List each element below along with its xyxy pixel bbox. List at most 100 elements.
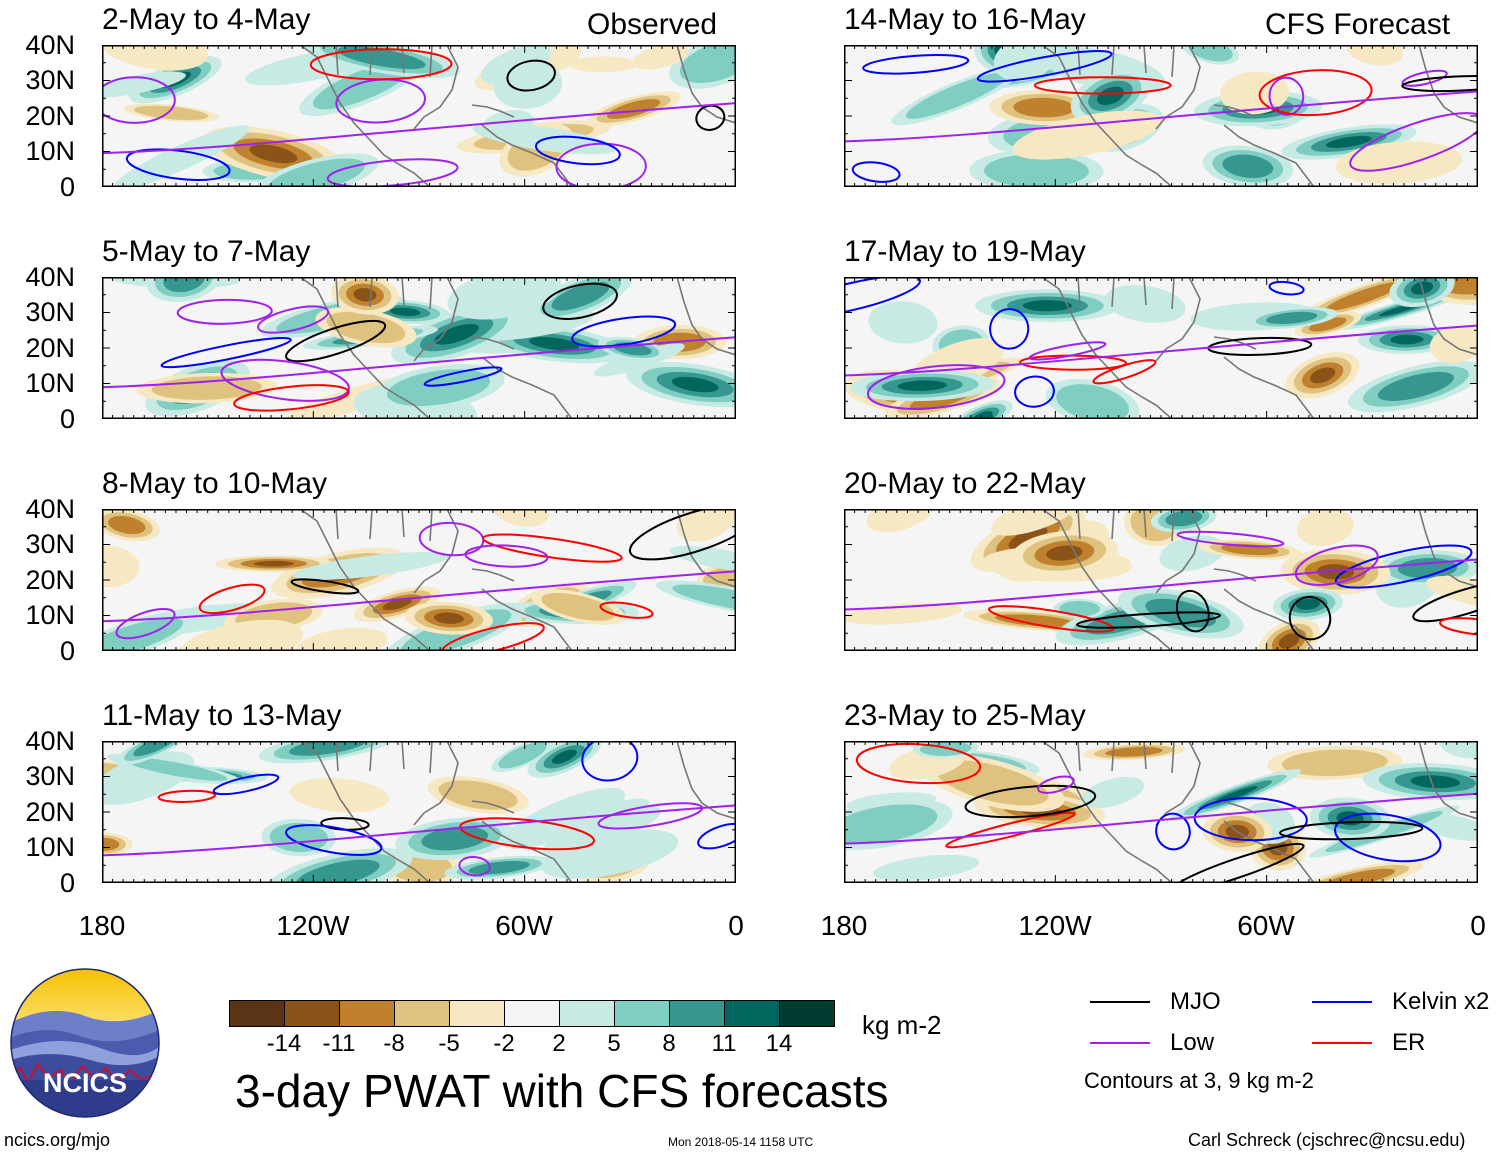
moist-anomaly (421, 826, 489, 851)
map-panel (844, 509, 1478, 651)
moist-anomaly (897, 380, 947, 391)
moist-anomaly (390, 307, 421, 316)
moist-anomaly (1390, 334, 1424, 345)
pwat-map (102, 45, 736, 187)
dry-anomaly (438, 780, 518, 810)
dry-anomaly (326, 311, 406, 344)
map-ticks (844, 45, 1478, 187)
dry-anomaly (1316, 564, 1355, 580)
map-ticks (102, 45, 736, 187)
moist-anomaly (983, 154, 1089, 187)
panel-title: 2-May to 4-May (102, 3, 311, 36)
anomaly-contour (855, 742, 982, 785)
footer-timestamp: Mon 2018-05-14 1158 UTC (668, 1135, 814, 1149)
coastline (1418, 277, 1478, 356)
ncics-logo: NCICS (10, 968, 160, 1118)
anomaly-contour (459, 817, 596, 851)
lat-tick: 30N (25, 297, 75, 327)
dry-anomaly (108, 515, 146, 535)
lat-tick: 0 (59, 404, 75, 434)
moist-anomaly (551, 281, 610, 311)
anomaly-contour (464, 544, 549, 568)
panel-title: 20-May to 22-May (844, 467, 1086, 500)
anomaly-contour (157, 789, 216, 803)
low-contour (102, 336, 736, 389)
anomaly-contour (1176, 530, 1285, 548)
colorbar-swatch (614, 1000, 670, 1027)
lon-tick: 180 (78, 910, 126, 941)
dry-anomaly (1105, 746, 1163, 757)
dry-anomaly (102, 45, 208, 71)
legend-swatch-mjo (1090, 1001, 1150, 1003)
coastline (471, 336, 515, 350)
dry-anomaly (1012, 110, 1162, 160)
lat-tick: 40N (25, 494, 75, 524)
anomaly-contour (862, 53, 970, 75)
moist-anomaly (434, 323, 479, 345)
colorbar-swatch (229, 1000, 285, 1027)
pwat-map (102, 509, 736, 651)
legend-label-er: ER (1392, 1029, 1426, 1056)
anomaly-contour (1279, 820, 1424, 841)
dry-anomaly (492, 509, 550, 527)
dry-anomaly (1281, 749, 1388, 777)
coastline (413, 741, 459, 826)
lat-tick: 20N (25, 565, 75, 595)
footer-url: ncics.org/mjo (4, 1130, 111, 1150)
pwat-map (844, 509, 1478, 651)
dry-anomaly (177, 619, 303, 651)
coastline (1077, 509, 1175, 542)
map-panel (102, 277, 736, 419)
low-contour (844, 90, 1478, 143)
colorbar-swatch (394, 1000, 450, 1027)
moist-anomaly (498, 742, 547, 769)
anomaly-contour (1334, 812, 1442, 863)
colorbar-units: kg m-2 (862, 1010, 942, 1040)
coastline (1077, 277, 1175, 310)
lon-tick: 60W (1237, 910, 1295, 941)
panel-title: 8-May to 10-May (102, 467, 328, 500)
low-contour (844, 324, 1478, 377)
dry-anomaly (249, 144, 298, 164)
colorbar-swatch (339, 1000, 395, 1027)
coastline (413, 277, 459, 362)
dry-anomaly (1278, 633, 1300, 649)
pwat-map (844, 45, 1478, 187)
anomaly-contour (1349, 112, 1478, 172)
colorbar-swatch (559, 1000, 615, 1027)
anomaly-contour (535, 135, 621, 166)
anomaly-contour (851, 161, 901, 183)
lat-tick: 30N (25, 529, 75, 559)
lat-tick: 20N (25, 333, 75, 363)
moist-anomaly (1104, 284, 1186, 323)
lon-tick: 0 (1470, 910, 1486, 941)
coastline (299, 45, 431, 187)
anomaly-contour (115, 608, 176, 640)
map-ticks (844, 741, 1478, 883)
coastline (335, 509, 433, 542)
anomaly-contour (1258, 69, 1373, 117)
coastline (1155, 45, 1201, 130)
moist-anomaly (113, 125, 250, 187)
moist-anomaly (102, 71, 186, 98)
lat-tick: 10N (25, 832, 75, 862)
anomaly-contour (198, 583, 266, 615)
moist-anomaly (1222, 154, 1274, 178)
dry-anomaly (606, 99, 661, 119)
map-panel (844, 277, 1478, 419)
anomaly-contour (285, 824, 383, 856)
lat-tick: 30N (25, 65, 75, 95)
anomaly-contour (964, 784, 1097, 819)
anomaly-contour (1268, 280, 1305, 296)
coastline (676, 509, 736, 588)
moist-anomaly (1165, 510, 1203, 527)
coastline (1418, 509, 1478, 588)
moist-anomaly (1059, 600, 1101, 617)
moist-anomaly (1022, 300, 1072, 312)
colorbar-swatch (504, 1000, 560, 1027)
map-panel (102, 45, 736, 187)
anomaly-contour (1193, 797, 1308, 842)
colorbar-tick: 8 (662, 1030, 676, 1057)
anomaly-contour (1175, 589, 1210, 633)
moist-anomaly (868, 301, 938, 344)
